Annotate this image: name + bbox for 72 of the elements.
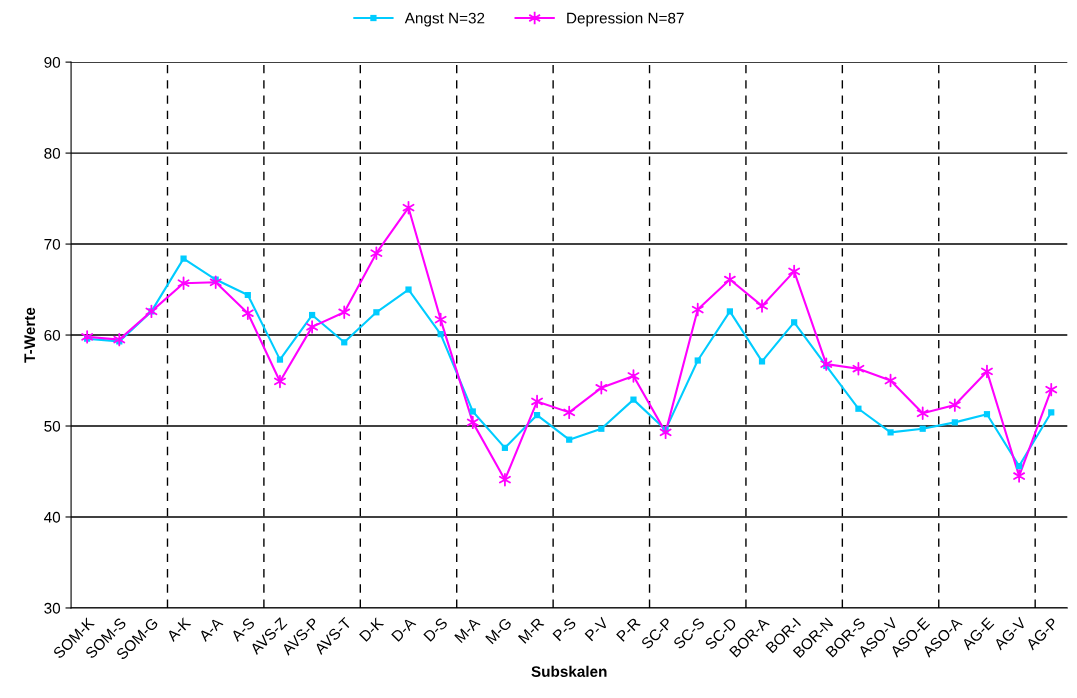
point <box>469 408 476 415</box>
legend-label: Depression N=87 <box>567 12 684 27</box>
x-tick-label: P-S <box>552 617 577 642</box>
y-tick-label: 60 <box>44 329 61 341</box>
point <box>951 419 958 426</box>
x-tick-label: D-A <box>391 616 417 642</box>
point <box>373 309 380 316</box>
point <box>180 255 187 262</box>
x-tick-label: A-K <box>165 616 192 643</box>
point <box>113 332 126 347</box>
point <box>563 405 576 420</box>
point <box>531 394 543 409</box>
point <box>533 411 541 419</box>
point <box>948 398 961 412</box>
x-tick-label: P-V <box>584 616 610 642</box>
y-axis-title: T-Werte <box>24 307 36 363</box>
point <box>855 405 862 412</box>
point <box>791 319 798 326</box>
point <box>919 425 926 432</box>
y-tick-label: 50 <box>44 420 61 432</box>
point <box>659 425 672 440</box>
x-tick-label: A-S <box>230 617 256 643</box>
point <box>434 312 447 327</box>
x-tick-label: M-G <box>485 617 513 645</box>
x-tick-label: M-A <box>454 616 481 644</box>
y-tick-label: 40 <box>44 511 61 523</box>
point <box>274 374 286 389</box>
point <box>341 339 348 346</box>
x-tick-label: A-A <box>198 616 224 643</box>
point <box>887 429 894 436</box>
point <box>694 357 701 364</box>
point <box>1013 469 1026 483</box>
y-tick-label: 80 <box>44 147 61 159</box>
point <box>1048 409 1055 416</box>
point <box>338 305 351 320</box>
point <box>405 286 412 293</box>
point <box>630 396 637 403</box>
point <box>756 299 768 313</box>
point <box>726 308 733 315</box>
point <box>81 330 94 344</box>
point <box>241 306 254 320</box>
point <box>598 425 605 432</box>
point <box>691 302 704 317</box>
legend-label: Angst N=32 <box>404 12 485 27</box>
y-tick-label: 70 <box>44 238 61 250</box>
point <box>723 272 736 287</box>
y-tick-label: 30 <box>44 602 61 614</box>
point <box>758 358 766 365</box>
point <box>595 381 608 395</box>
point <box>437 331 444 338</box>
point <box>983 411 991 418</box>
point <box>981 364 993 379</box>
point <box>370 246 383 260</box>
point <box>244 291 251 299</box>
point <box>306 320 319 334</box>
point <box>498 472 511 487</box>
point <box>309 311 316 319</box>
point <box>916 406 929 420</box>
point <box>276 356 284 363</box>
point <box>1016 462 1023 470</box>
y-tick-label: 90 <box>44 56 61 68</box>
x-tick-label: P-R <box>616 617 641 642</box>
point <box>501 444 509 451</box>
x-tick-label: D-K <box>359 616 385 642</box>
point <box>788 264 801 279</box>
point <box>820 357 833 371</box>
point <box>566 436 573 443</box>
x-tick-label: D-S <box>423 617 449 642</box>
point <box>1045 382 1058 397</box>
point <box>209 275 222 289</box>
point <box>466 415 479 430</box>
x-axis-title: Subskalen <box>531 665 607 677</box>
